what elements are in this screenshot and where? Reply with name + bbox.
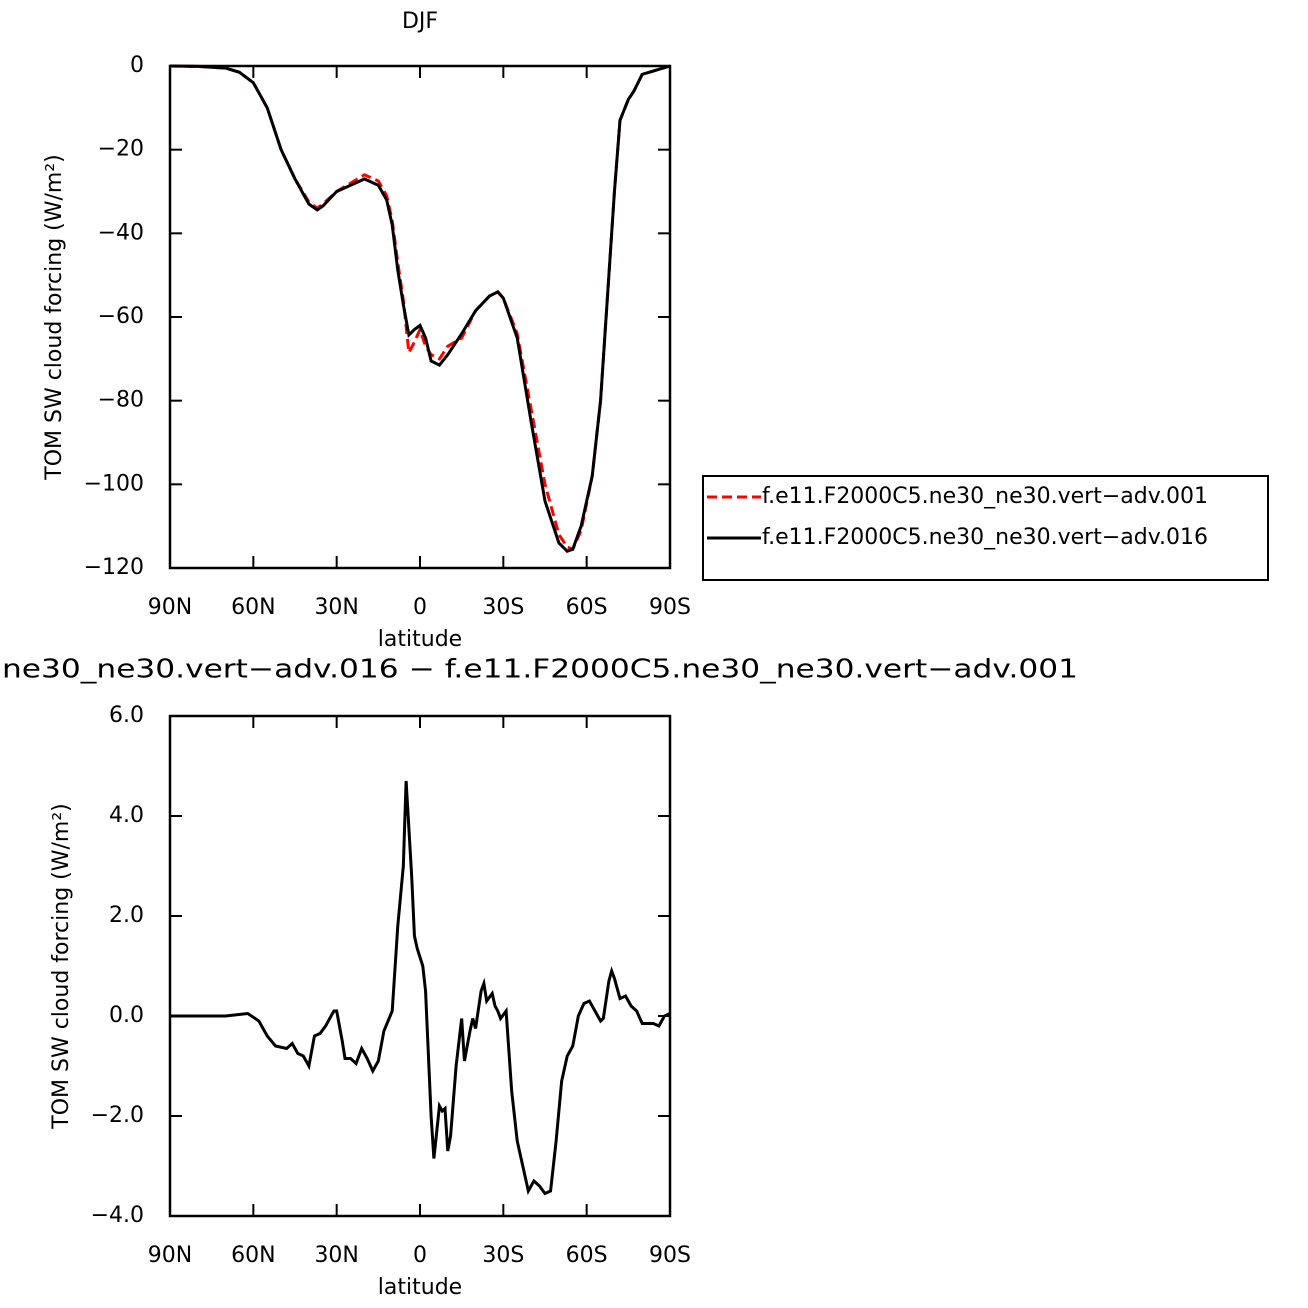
y-axis-label: TOM SW cloud forcing (W/m²) [49,803,74,1129]
x-tick-label: 30N [314,1243,358,1268]
y-tick-label: −20 [98,137,144,162]
x-tick-label: 60S [566,595,608,620]
series-line [169,64,671,554]
y-tick-label: −4.0 [91,1203,144,1228]
chart-title: DJF [402,9,438,34]
plot-frame [168,714,672,1218]
x-tick-label: 90N [148,595,192,620]
y-tick-label: −40 [98,220,144,245]
x-axis-label: latitude [378,627,462,652]
legend-label: f.e11.F2000C5.ne30_ne30.vert−adv.001 [762,484,1208,509]
series-line [169,64,671,552]
chart-title: ne30_ne30.vert−adv.016 − f.e11.F2000C5.n… [2,655,1078,685]
y-tick-label: −2.0 [91,1103,144,1128]
y-tick-label: −80 [98,388,144,413]
y-axis-label: TOM SW cloud forcing (W/m²) [42,154,67,480]
x-tick-label: 30S [482,595,524,620]
legend-label: f.e11.F2000C5.ne30_ne30.vert−adv.016 [762,525,1208,550]
series-line [170,780,671,1196]
x-tick-label: 60N [231,1243,275,1268]
x-tick-label: 30S [482,1243,524,1268]
y-tick-label: 0 [130,53,144,78]
x-tick-label: 60N [231,595,275,620]
x-tick-label: 90S [649,1243,691,1268]
y-tick-label: 6.0 [109,703,144,728]
x-tick-label: 60S [566,1243,608,1268]
x-tick-label: 0 [413,595,427,620]
y-tick-label: −100 [84,471,144,496]
x-tick-label: 0 [413,1243,427,1268]
x-tick-label: 30N [314,595,358,620]
plot-frame [168,64,672,570]
y-tick-label: −60 [98,304,144,329]
y-tick-label: −120 [84,555,144,580]
y-tick-label: 0.0 [109,1003,144,1028]
y-tick-label: 2.0 [109,903,144,928]
y-tick-label: 4.0 [109,803,144,828]
x-tick-label: 90N [148,1243,192,1268]
x-axis-label: latitude [378,1275,462,1300]
x-tick-label: 90S [649,595,691,620]
legend-box [702,475,1269,581]
